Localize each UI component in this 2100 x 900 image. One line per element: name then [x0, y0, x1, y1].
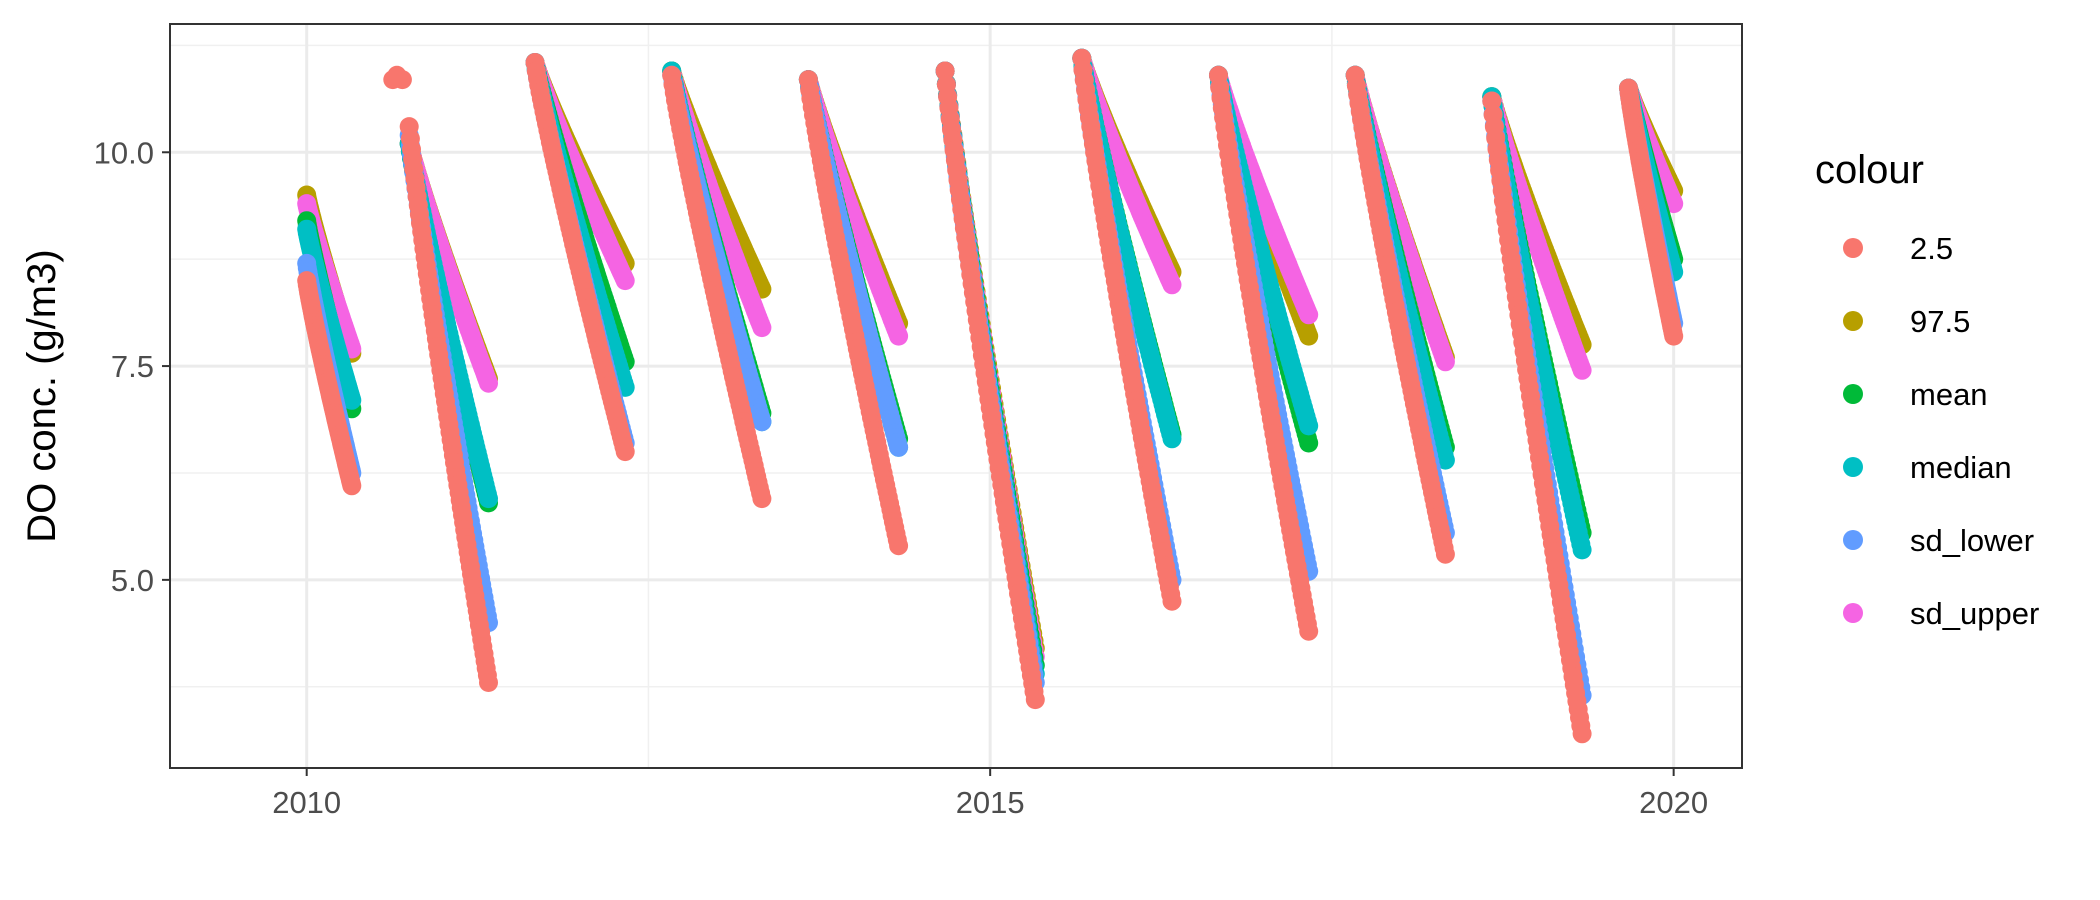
legend-label-median: median: [1910, 450, 2012, 485]
legend-label-mean: mean: [1910, 377, 1988, 412]
x-tick-label: 2015: [956, 785, 1025, 820]
data-point-97-5: [1299, 326, 1319, 346]
data-points: [297, 48, 1684, 744]
legend-label-2-5: 2.5: [1910, 231, 1953, 266]
data-point-2-5: [615, 442, 635, 462]
data-point-sd-lower: [752, 412, 772, 432]
data-point-2-5: [1435, 544, 1455, 564]
data-point-2-5: [479, 673, 498, 692]
data-point-sd-upper: [479, 373, 498, 393]
data-point-median: [1162, 429, 1182, 449]
legend-key-2-5: [1843, 238, 1863, 258]
data-point-2-5: [342, 476, 362, 496]
data-point-sd-lower: [889, 437, 909, 457]
data-point-sd-upper: [889, 326, 909, 346]
data-point-sd-upper: [615, 271, 635, 291]
data-point-outlier: [387, 65, 407, 85]
legend-label-97-5: 97.5: [1910, 304, 1970, 339]
y-tick-label: 5.0: [111, 563, 154, 598]
legend-key-mean: [1843, 384, 1863, 404]
data-point-sd-upper: [1435, 352, 1455, 372]
data-point-sd-upper: [1299, 305, 1319, 325]
legend-key-sd-lower: [1843, 530, 1863, 550]
data-point-mean: [1299, 433, 1319, 453]
data-point-2-5: [889, 536, 909, 556]
data-point-median: [342, 390, 362, 410]
legend-key-97-5: [1843, 311, 1863, 331]
data-point-sd-upper: [752, 318, 772, 338]
legend-title: colour: [1815, 148, 1924, 192]
data-point-2-5: [1299, 621, 1319, 641]
x-tick-label: 2010: [272, 785, 341, 820]
data-point-median: [479, 489, 498, 509]
data-point-median: [1299, 416, 1319, 436]
y-tick-label: 7.5: [111, 349, 154, 384]
data-point-2-5: [1572, 724, 1592, 744]
legend-key-sd-upper: [1843, 603, 1863, 623]
legend-label-sd-lower: sd_lower: [1910, 523, 2034, 558]
y-axis-title: DO conc. (g/m3): [20, 249, 64, 542]
x-tick-label: 2020: [1639, 785, 1708, 820]
legend-key-median: [1843, 457, 1863, 477]
data-point-2-5: [752, 489, 772, 509]
legend-label-sd-upper: sd_upper: [1910, 596, 2039, 631]
y-tick-label: 10.0: [94, 135, 154, 170]
data-point-2-5: [1664, 326, 1684, 346]
data-point-2-5: [1162, 591, 1182, 611]
data-point-2-5: [1025, 690, 1045, 710]
data-point-2-5: [935, 61, 955, 81]
data-point-sd-upper: [1572, 360, 1592, 380]
data-point-median: [1572, 540, 1592, 560]
data-point-sd-upper: [1162, 275, 1182, 295]
